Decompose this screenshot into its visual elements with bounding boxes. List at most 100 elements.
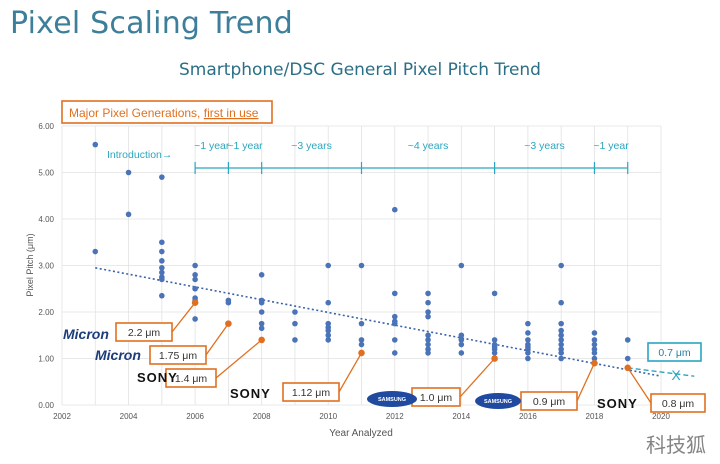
data-point — [591, 355, 598, 362]
data-point — [525, 337, 531, 343]
data-point — [391, 290, 398, 297]
data-point — [558, 350, 564, 356]
page-title: Pixel Scaling Trend — [10, 6, 294, 41]
data-point — [192, 276, 198, 283]
data-point — [391, 313, 398, 320]
data-point — [258, 299, 265, 306]
data-point — [624, 355, 631, 362]
data-point — [425, 337, 431, 343]
y-tick-label: 6.00 — [38, 122, 54, 131]
data-point — [624, 337, 631, 343]
data-point — [391, 206, 398, 213]
data-point — [258, 272, 265, 278]
interval-label: ~3 years — [524, 140, 565, 152]
data-point — [391, 320, 398, 327]
data-point — [125, 169, 132, 176]
data-point — [558, 332, 564, 339]
data-point — [292, 337, 298, 343]
generation-label: 2.2 μm — [128, 327, 161, 339]
legend-box: Major Pixel Generations, first in use — [61, 100, 273, 124]
x-tick-label: 2012 — [386, 412, 404, 421]
data-point — [458, 262, 465, 269]
y-tick-label: 0.00 — [38, 401, 54, 410]
generation-point — [358, 349, 365, 357]
sony-logo-1: SONY — [137, 370, 178, 385]
svg-text:SONY: SONY — [137, 370, 178, 385]
data-point — [425, 341, 431, 348]
x-tick-label: 2004 — [120, 412, 138, 421]
data-point — [525, 350, 531, 356]
x-tick-label: 2016 — [519, 412, 537, 421]
data-point — [491, 290, 498, 297]
y-tick-label: 5.00 — [38, 169, 54, 178]
data-point — [458, 337, 465, 343]
generation-point — [258, 336, 265, 344]
x-tick-label: 2014 — [452, 412, 470, 421]
interval-label: ~1 year — [593, 140, 629, 152]
legend-underlined: first in use — [204, 106, 259, 120]
data-point — [258, 325, 265, 332]
sony-logo-2: SONY — [230, 386, 270, 401]
svg-text:SONY: SONY — [597, 396, 638, 411]
x-tick-label: 2010 — [319, 412, 337, 421]
samsung-logo-2: SAMSUNG — [475, 393, 521, 409]
data-point — [125, 211, 132, 218]
data-point — [292, 309, 298, 315]
data-point — [425, 309, 431, 315]
data-point — [458, 332, 465, 339]
data-point — [358, 337, 365, 343]
y-tick-label: 4.00 — [38, 215, 54, 224]
future-x-mark: X — [671, 367, 681, 383]
interval-label: ~3 years — [291, 140, 332, 152]
chart-title: Smartphone/DSC General Pixel Pitch Trend — [179, 60, 541, 80]
samsung-logo-1: SAMSUNG — [367, 391, 417, 407]
data-point — [159, 269, 165, 276]
data-point — [159, 258, 165, 264]
data-point — [425, 290, 431, 297]
interval-label: ~1 year — [194, 140, 230, 152]
annotations: Introduction→~1 year~1 year ~3 years ~4 ye… — [107, 140, 706, 413]
data-point — [425, 332, 431, 339]
axes: 0.00 1.00 2.00 3.00 4.00 5.00 6.00 2002 2004 2006… — [38, 122, 670, 421]
future-generation-label: 0.7 μm — [658, 347, 691, 359]
data-point — [92, 248, 99, 255]
data-point — [159, 248, 165, 255]
data-point — [491, 350, 498, 356]
data-point — [491, 337, 498, 343]
data-point — [525, 355, 531, 362]
data-point — [558, 337, 564, 343]
svg-text:Micron: Micron — [63, 326, 109, 342]
data-point — [458, 350, 465, 356]
data-point — [192, 316, 198, 322]
x-tick-label: 2006 — [186, 412, 204, 421]
data-point — [591, 350, 598, 356]
data-point — [591, 337, 598, 343]
svg-text:Major Pixel Generations, first: Major Pixel Generations, first in use — [69, 106, 259, 120]
y-axis-label: Pixel Pitch (μm) — [25, 233, 35, 296]
generation-point — [191, 299, 199, 307]
data-point — [325, 332, 332, 339]
data-point — [192, 262, 198, 269]
data-point — [258, 320, 265, 327]
generation-label: 1.4 μm — [175, 373, 208, 385]
interval-label: ~4 years — [408, 140, 449, 152]
data-point — [425, 299, 431, 306]
data-point — [225, 299, 232, 306]
interval-label: ~1 year — [227, 140, 263, 152]
generation-label: 1.0 μm — [420, 392, 453, 404]
watermark: 科技狐 — [646, 433, 706, 457]
data-point — [159, 292, 165, 299]
callout-connector — [338, 352, 363, 393]
generation-point — [491, 355, 498, 362]
generation-label: 1.75 μm — [159, 350, 197, 362]
generation-point — [624, 364, 632, 372]
data-point — [159, 276, 165, 283]
svg-text:SAMSUNG: SAMSUNG — [484, 399, 512, 405]
data-point — [325, 299, 332, 306]
callout-connector — [215, 339, 263, 379]
x-tick-label: 2002 — [53, 412, 71, 421]
data-point — [391, 337, 398, 343]
data-point — [358, 341, 365, 348]
generation-box — [282, 382, 340, 402]
